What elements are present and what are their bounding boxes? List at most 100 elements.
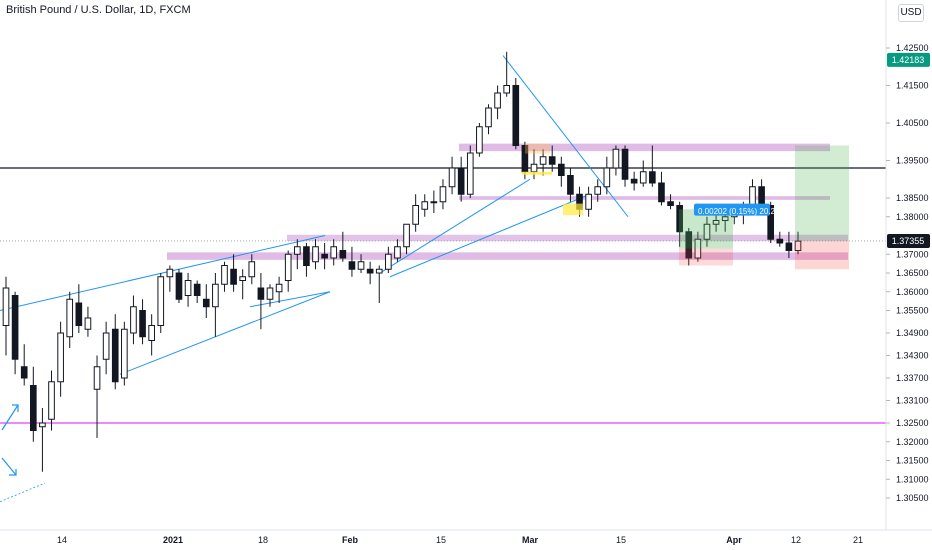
support-resistance-zones <box>0 143 886 424</box>
price-tick-label: 1.34300 <box>896 351 929 361</box>
time-tick-label: 15 <box>616 535 626 545</box>
time-axis[interactable]: 14 2021 18 Feb 15 Mar 15 Apr 12 21 <box>0 529 932 545</box>
candle-body <box>230 268 237 285</box>
candle-body <box>466 152 474 195</box>
candle-body <box>2 287 10 326</box>
price-label: 1.42183 <box>892 55 925 65</box>
candle-body <box>148 325 155 341</box>
time-tick-label: 18 <box>258 535 268 545</box>
candle-body <box>202 298 210 308</box>
long-position-profit-zone <box>795 145 849 241</box>
candle-body <box>712 220 720 225</box>
candle-body <box>448 167 456 188</box>
price-tick-label: 1.42500 <box>896 43 929 53</box>
candle-body <box>685 231 693 259</box>
candle-body <box>348 261 356 270</box>
dotted-line <box>0 482 46 503</box>
candle-body <box>421 201 429 210</box>
price-tick-label: 1.31000 <box>896 474 929 484</box>
highlight-yellow <box>563 203 583 216</box>
candle-body <box>212 283 219 308</box>
candle-body <box>557 163 565 176</box>
candle-body <box>303 246 310 266</box>
price-tick-label: 1.35500 <box>896 306 929 316</box>
trend-line <box>249 291 331 308</box>
candle-body <box>621 148 629 180</box>
candle-body <box>385 253 392 270</box>
price-tick-label: 1.38000 <box>896 212 929 222</box>
candle-body <box>503 85 511 94</box>
price-tick-label: 1.31500 <box>896 456 929 466</box>
candle-body <box>494 92 501 109</box>
candle-body <box>603 167 611 188</box>
candle-body <box>539 156 547 165</box>
candle-body <box>776 238 784 244</box>
candle-body <box>284 253 292 281</box>
highlight-yellow <box>522 171 552 175</box>
candle-body <box>512 85 520 146</box>
time-tick-label: 14 <box>57 535 67 545</box>
candle-body <box>649 171 656 184</box>
candle-body <box>248 261 256 278</box>
trend-lines <box>0 55 629 503</box>
time-tick-label: 2021 <box>163 535 183 545</box>
candle-body <box>749 186 756 206</box>
price-tick-label: 1.39500 <box>896 156 929 166</box>
candle-body <box>184 280 192 296</box>
candle-body <box>39 422 46 428</box>
time-tick-label: 21 <box>853 535 863 545</box>
trend-line <box>119 291 331 375</box>
highlight-orange <box>525 143 550 154</box>
candle-body <box>57 332 64 383</box>
candle-body <box>457 167 465 195</box>
candle-body <box>293 246 301 255</box>
candle-body <box>339 250 347 259</box>
price-tick-label: 1.32500 <box>896 418 929 428</box>
position-overlay <box>522 143 849 270</box>
zone-band <box>459 196 830 200</box>
trend-line <box>379 178 531 274</box>
candle-body <box>66 298 74 338</box>
candle-body <box>175 272 183 300</box>
price-tick-label: 1.40500 <box>896 118 929 128</box>
candle-body <box>630 178 638 184</box>
candle-body <box>29 385 37 431</box>
candle-body <box>239 276 247 281</box>
currency-button[interactable]: USD <box>898 4 924 22</box>
price-tick-label: 1.36000 <box>896 287 929 297</box>
candle-body <box>667 201 674 206</box>
candle-body <box>676 205 683 233</box>
candle-body <box>548 156 556 165</box>
candle-body <box>394 246 401 259</box>
arrow-drawing <box>1 457 17 476</box>
candle-body <box>75 302 83 326</box>
candle-body <box>594 186 602 195</box>
candle-body <box>357 261 365 270</box>
candle-body <box>93 366 101 390</box>
trend-line <box>0 235 326 311</box>
price-axis[interactable]: 1.42500 1.41500 1.40500 1.39500 1.38500 1.380… <box>885 0 930 530</box>
time-tick-label: 15 <box>436 535 446 545</box>
price-label-bg <box>887 233 930 248</box>
measure-box <box>679 209 733 249</box>
candle-body <box>111 328 119 383</box>
candle-body <box>639 171 647 184</box>
candle-body <box>266 287 274 300</box>
candle-body <box>530 163 538 173</box>
candle-body <box>221 265 228 285</box>
zone-band <box>167 252 848 260</box>
candle-body <box>11 295 19 360</box>
price-tick-label: 1.30500 <box>896 493 929 503</box>
candle-body <box>612 148 620 169</box>
measure-box-lower <box>679 248 733 266</box>
candle-body <box>785 242 793 251</box>
zone-band <box>459 143 830 152</box>
candle-body <box>375 268 383 274</box>
candle-body <box>758 186 765 206</box>
candle-body <box>139 310 146 338</box>
price-tick-label: 1.34900 <box>896 328 929 338</box>
candle-body <box>166 268 174 278</box>
measure-label-bg <box>694 203 770 216</box>
candle-body <box>20 366 28 379</box>
